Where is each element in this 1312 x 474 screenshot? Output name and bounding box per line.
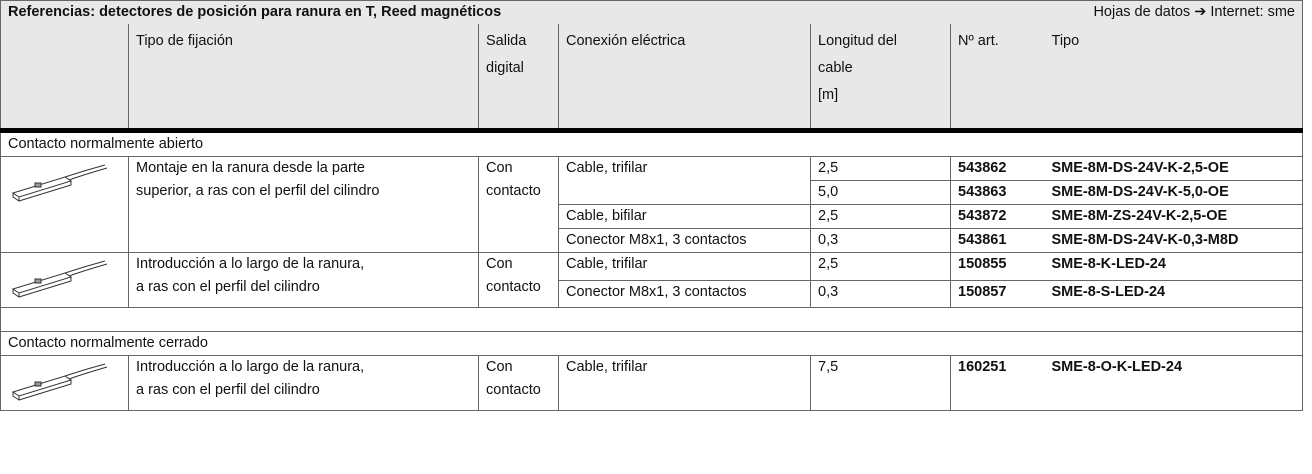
connection: Cable, trifilar: [558, 252, 811, 281]
title-bar: Referencias: detectores de posición para…: [0, 0, 1303, 24]
output: Con contacto: [478, 355, 559, 411]
type-code: SME-8M-DS-24V-K-5,0-OE: [1044, 180, 1303, 205]
type-code: SME-8-O-K-LED-24: [1044, 355, 1303, 411]
text-line: Tipo: [1051, 33, 1080, 49]
text-line: Con: [486, 160, 513, 176]
part-number: 160251: [950, 355, 1045, 411]
output: Con contacto: [478, 252, 559, 308]
data-row: Montaje en la ranura desde la parte super…: [0, 156, 1303, 253]
icon-cell: [0, 156, 129, 253]
text-line: Con: [486, 359, 513, 375]
cable-length: 5,0: [810, 180, 951, 205]
connection: Conector M8x1, 3 contactos: [558, 228, 811, 253]
text-line: digital: [486, 60, 524, 76]
cable-length: 0,3: [810, 279, 951, 308]
column-header: Nº art.: [950, 24, 1045, 133]
text-line: Nº art.: [958, 33, 999, 49]
text-line: Montaje en la ranura desde la parte: [136, 160, 365, 176]
data-row: Conector M8x1, 3 contactos 0,3 150857 SME-8…: [1, 279, 1303, 308]
type-code: SME-8-S-LED-24: [1044, 279, 1303, 308]
text-line: a ras con el perfil del cilindro: [136, 382, 320, 398]
connection: Conector M8x1, 3 contactos: [558, 279, 811, 308]
type-code: SME-8M-DS-24V-K-0,3-M8D: [1044, 228, 1303, 253]
connection: Cable, trifilar: [558, 355, 811, 411]
column-header: Longitud del cable [m]: [810, 24, 951, 133]
text-line: cable: [818, 60, 853, 76]
text-line: Tipo de fijación: [136, 33, 233, 49]
reference-table: Referencias: detectores de posición para…: [0, 0, 1303, 411]
spacer-row: [0, 307, 1303, 332]
part-number: 543862: [950, 156, 1045, 181]
type-code: SME-8M-ZS-24V-K-2,5-OE: [1044, 204, 1303, 229]
text-line: Conexión eléctrica: [566, 33, 686, 49]
cable-length: 0,3: [810, 228, 951, 253]
type-code: SME-8M-DS-24V-K-2,5-OE: [1044, 156, 1303, 181]
section-title: Contacto normalmente cerrado: [0, 331, 1303, 356]
text-line: Salida: [486, 33, 527, 49]
section-title: Contacto normalmente abierto: [0, 130, 1303, 157]
part-number: 150857: [950, 279, 1045, 308]
text-line: Longitud del: [818, 33, 898, 49]
column-header: Tipo: [1044, 24, 1303, 133]
part-number: 150855: [950, 252, 1045, 281]
part-number: 543872: [950, 204, 1045, 229]
section-row: Contacto normalmente cerrado: [0, 331, 1303, 356]
text-line: Introducción a lo largo de la ranura,: [136, 256, 365, 272]
column-headers: Tipo de fijación Salida digital Conexión el…: [0, 24, 1303, 133]
part-number: 543863: [950, 180, 1045, 205]
title: Referencias: detectores de posición para…: [8, 4, 502, 20]
column-header: Tipo de fijación: [128, 24, 479, 133]
data-row: Introducción a lo largo de la ranura, a r…: [0, 252, 1303, 308]
sensor-icon: [11, 260, 108, 298]
cable-length: 2,5: [810, 252, 951, 281]
icon-cell: [0, 355, 129, 411]
datasheet-link[interactable]: Hojas de datos ➔ Internet: sme: [1093, 4, 1295, 20]
table-body: Contacto normalmente abierto Montaje en l…: [0, 130, 1303, 411]
data-row: Cable, bifilar 2,5 543872 SME-8M-ZS-24V-K-2…: [1, 204, 1303, 229]
mounting: Introducción a lo largo de la ranura, a r…: [128, 355, 479, 411]
text-line: superior, a ras con el perfil del cilind…: [136, 183, 380, 199]
text-line: contacto: [486, 183, 541, 199]
part-number: 543861: [950, 228, 1045, 253]
text-line: [m]: [818, 87, 839, 103]
text-line: Introducción a lo largo de la ranura,: [136, 359, 365, 375]
data-row: Conector M8x1, 3 contactos 0,3 543861 SME-8…: [1, 228, 1303, 253]
mounting: Montaje en la ranura desde la parte super…: [128, 156, 479, 253]
cable-length: 2,5: [810, 156, 951, 181]
sensor-icon: [11, 363, 108, 401]
type-code: SME-8-K-LED-24: [1044, 252, 1303, 281]
data-row: Introducción a lo largo de la ranura, a r…: [0, 355, 1303, 411]
icon-cell: [0, 252, 129, 308]
text-line: Con: [486, 256, 513, 272]
mounting: Introducción a lo largo de la ranura, a r…: [128, 252, 479, 308]
title-cell: Referencias: detectores de posición para…: [0, 0, 1303, 24]
text-line: a ras con el perfil del cilindro: [136, 279, 320, 295]
column-header: Conexión eléctrica: [558, 24, 811, 133]
cable-length: 7,5: [810, 355, 951, 411]
text-line: contacto: [486, 279, 541, 295]
spacer-cell: [0, 307, 1303, 332]
connection: Cable, bifilar: [558, 204, 811, 229]
section-row: Contacto normalmente abierto: [0, 130, 1303, 157]
cable-length: 2,5: [810, 204, 951, 229]
connection: Cable, trifilar: [558, 156, 811, 205]
sensor-icon: [11, 164, 108, 202]
column-header: Salida digital: [478, 24, 559, 133]
output: Con contacto: [478, 156, 559, 253]
text-line: contacto: [486, 382, 541, 398]
icon-header: [0, 24, 129, 133]
